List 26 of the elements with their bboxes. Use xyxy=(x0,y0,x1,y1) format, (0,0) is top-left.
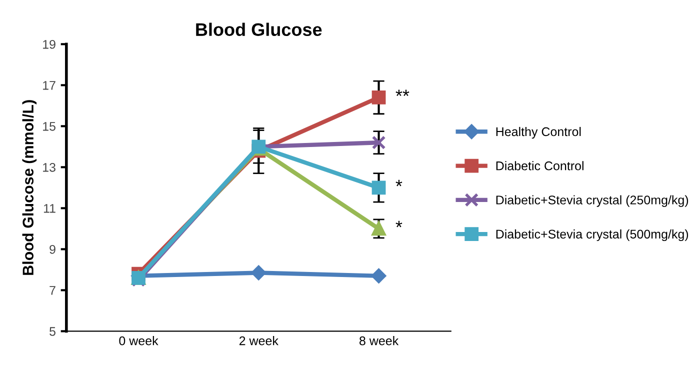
legend-label: Healthy Control xyxy=(496,126,581,139)
annotation: ** xyxy=(396,90,410,96)
y-tick-label: 5 xyxy=(50,327,56,336)
x-tick-label: 0 week xyxy=(119,336,158,346)
point xyxy=(372,180,386,195)
y-tick-label: 17 xyxy=(43,81,56,90)
point xyxy=(371,268,386,284)
point xyxy=(251,265,266,280)
annotation: * xyxy=(396,180,402,186)
point xyxy=(372,90,386,104)
y-tick-label: 11 xyxy=(44,204,56,213)
point xyxy=(372,222,386,236)
y-tick-label: 7 xyxy=(50,286,56,295)
y-tick-label: 15 xyxy=(43,122,56,131)
y-axis-title: Blood Glucose (mmol/L) xyxy=(22,100,37,275)
annotation: * xyxy=(396,220,402,228)
legend-label: Diabetic+Stevia crystal (250mg/kg) xyxy=(496,195,688,207)
y-tick-label: 13 xyxy=(43,162,56,172)
y-tick-label: 19 xyxy=(43,40,56,49)
point xyxy=(372,136,386,150)
y-tick-label: 9 xyxy=(50,244,56,254)
chart-title: Blood Glucose xyxy=(196,22,322,36)
x-tick-label: 2 week xyxy=(239,336,278,346)
legend-label: Diabetic Control xyxy=(496,161,584,170)
legend-label: Diabetic+Stevia crystal (500mg/kg) xyxy=(496,229,688,242)
x-tick-label: 8 week xyxy=(360,336,399,346)
